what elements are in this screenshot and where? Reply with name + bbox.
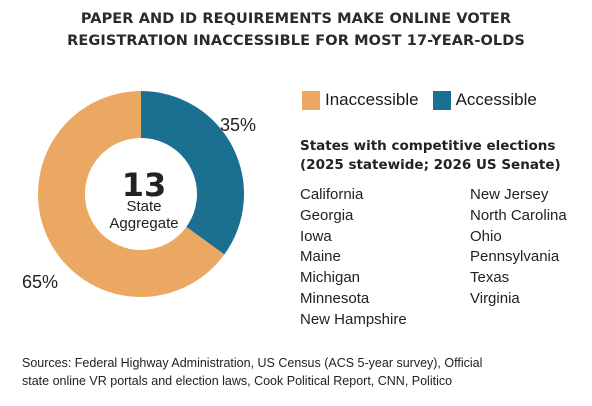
sources-line2: state online VR portals and election law… [22, 374, 453, 388]
sources-note: Sources: Federal Highway Administration,… [22, 354, 482, 390]
states-heading-line1: States with competitive elections [300, 138, 556, 154]
sources-line1: Sources: Federal Highway Administration,… [22, 356, 483, 370]
legend-label-accessible: Accessible [455, 90, 537, 109]
legend-label-inaccessible: Inaccessible [325, 90, 419, 109]
pct-label-inaccessible: 65% [22, 272, 58, 292]
center-number: 13 [122, 166, 167, 204]
legend-item-inaccessible: Inaccessible [302, 90, 419, 110]
chart-title-line1: PAPER AND ID REQUIREMENTS MAKE ONLINE VO… [80, 11, 512, 27]
chart-title: PAPER AND ID REQUIREMENTS MAKE ONLINE VO… [0, 8, 592, 52]
donut-chart: 35% 65% 13 State Aggregate [22, 91, 256, 297]
donut-slice-inaccessible [38, 91, 225, 297]
state-item: California [300, 186, 364, 203]
state-item: Minnesota [300, 289, 370, 307]
legend-swatch-inaccessible [302, 90, 320, 110]
state-item: Virginia [470, 289, 520, 307]
states-heading: States with competitive elections (2025 … [300, 137, 561, 175]
state-item: Iowa [300, 227, 332, 245]
state-item: Ohio [470, 227, 502, 245]
chart-legend: Inaccessible Accessible [302, 90, 551, 110]
state-item: Georgia [300, 206, 354, 224]
state-item: New Hampshire [300, 310, 407, 328]
states-heading-line2: (2025 statewide; 2026 US Senate) [300, 157, 561, 173]
state-item: Texas [470, 269, 510, 287]
legend-item-accessible: Accessible [432, 90, 537, 110]
state-item: Maine [300, 248, 341, 266]
state-item: Pennsylvania [470, 248, 560, 266]
donut-slice-accessible [141, 91, 245, 255]
legend-swatch-accessible [432, 90, 451, 110]
center-label-line2: Aggregate [109, 215, 178, 232]
state-item: New Jersey [470, 186, 549, 203]
pct-label-accessible: 35% [220, 115, 256, 135]
chart-title-line2: REGISTRATION INACCESSIBLE FOR MOST 17-YE… [67, 33, 525, 49]
states-column-2: New Jersey North Carolina Ohio Pennsylva… [470, 185, 567, 310]
states-column-1: California Georgia Iowa Maine Michigan M… [300, 185, 407, 331]
state-item: Michigan [300, 269, 361, 287]
center-label-line1: State [126, 198, 161, 215]
state-item: North Carolina [470, 206, 567, 224]
